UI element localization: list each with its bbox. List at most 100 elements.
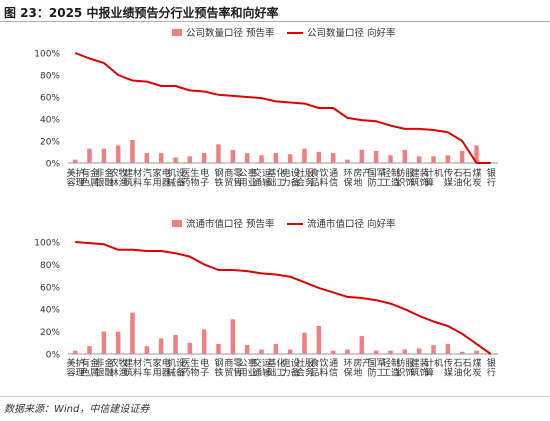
panel2-category-label: 钢铁 [214,357,223,379]
panel1-category-label: 轻工制造 [382,167,400,189]
panel1-bar [216,144,221,163]
panel2-bar [201,329,207,354]
panel1-bar [330,153,336,163]
panel1-category-label: 医药生物 [181,167,199,189]
panel2-ytick-label: 60% [40,283,60,293]
panel2-legend-line-label: 流通市值口径 向好率 [307,218,396,230]
panel1-category-label: 房地产 [353,167,371,189]
panel2-bar [474,350,479,354]
panel2-bar [302,332,307,354]
panel2-category-label: 农林牧渔 [110,357,128,379]
panel1-bar [187,156,193,163]
panel1-category-label: 美容护理 [67,167,85,189]
panel2-category-label: 轻工制造 [382,357,400,379]
panel2-bar [388,350,393,354]
panel2-category-label: 交通运输 [253,357,271,379]
panel2-bar [72,350,78,354]
panel1-bar [345,159,350,163]
panel1-bar [101,148,107,163]
panel1-category-label: 纺织服饰 [396,167,414,189]
panel2-series-line [75,241,492,355]
panel1-ytick-label: 40% [40,116,60,126]
panel2-category-label: 医药生物 [181,357,199,379]
panel1-bar [130,139,135,163]
panel2-category-label: 纺织服饰 [396,357,414,379]
panel1-category-label: 家用电器 [153,167,171,189]
panel1-bar [402,149,408,163]
panel1-bar [388,155,393,163]
panel1-legend-bar-swatch [172,29,182,36]
panel1-category-label: 传媒 [444,167,453,189]
panel2-bar [345,349,350,354]
panel2-ytick-label: 80% [40,261,60,271]
panel1-legend-line-label: 公司数量口径 向好率 [307,27,396,39]
panel1-ytick-label: 80% [40,72,60,82]
panel2-bar [316,326,322,354]
panel1-category-label: 石油石化 [454,169,472,189]
panel2-category-label: 公用事业 [239,357,257,379]
panel2-ytick-label: 40% [40,306,60,316]
panel1-bar [173,157,178,163]
panel1-category-label: 国防军工 [368,168,386,189]
panel1-category-label: 电力设备 [282,167,300,189]
panel2-bar [359,336,365,354]
panel1-category-label: 环保 [343,168,352,189]
panel2-ytick-label: 20% [40,328,60,338]
panel2-category-label: 计算机 [425,357,443,379]
panel1-bar [416,156,422,163]
panel2-bar [144,346,150,354]
panel2-category-label: 电力设备 [282,357,300,379]
panel1-category-label: 通信 [329,168,338,189]
panel2-bar [216,343,221,354]
panel2-category-label: 家用电器 [153,357,171,379]
panel1-ytick-label: 60% [40,94,60,104]
panel1-category-label: 煤炭 [472,167,481,189]
panel2-category-label: 美容护理 [67,357,85,379]
panel2-category-label: 基础化工 [267,357,285,379]
figure-title: 图 23：2025 中报业绩预告分行业预告率和向好率 [4,6,279,20]
panel2-bar [445,343,451,354]
panel1-bar [273,153,279,163]
panel2-bar [187,342,193,354]
panel2-bar [287,349,293,354]
panel2-category-label: 石油石化 [454,359,472,379]
panel2-bar [173,334,178,354]
panel2-category-label: 传媒 [444,357,453,379]
panel2-legend-bar-label: 流通市值口径 预告率 [186,218,275,230]
panel1-category-label: 机械设备 [167,167,185,189]
source-divider [0,396,550,397]
panel2-bar [373,350,379,354]
panel1-bar [287,154,293,163]
panel1-category-label: 农林牧渔 [110,167,128,189]
panel1-bar [445,155,451,163]
panel2-category-label: 国防军工 [368,358,386,379]
panel1-bar [158,153,164,163]
panel1-category-label: 社会服务 [296,167,314,189]
panel2-category-label: 环保 [343,358,352,379]
panel1-bar [87,148,92,163]
panel1-bar [474,145,479,163]
panel1-category-label: 有色金属 [81,167,99,189]
panel2-bar [115,331,121,354]
panel1-category-label: 非银金融 [95,167,113,189]
panel2-bar [244,345,250,354]
panel1-ytick-label: 0% [46,160,61,170]
panel2-category-label: 有色金属 [81,357,99,379]
panel1-category-label: 计算机 [425,167,443,189]
panel1-bar [302,148,307,163]
panel1-category-label: 商贸零售 [224,167,242,189]
panel1-bar [259,155,264,163]
panel2-bar [330,350,336,354]
panel2-ytick-label: 100% [34,239,60,249]
panel2-category-label: 通信 [329,358,338,379]
panel2-bar [230,319,236,354]
panel1-ytick-label: 20% [40,138,60,148]
panel1-category-label: 建筑装饰 [411,167,429,189]
panel2-ytick-label: 0% [46,351,61,361]
panel2-category-label: 建筑装饰 [411,357,429,379]
panel2-category-label: 房地产 [353,357,371,379]
panel1-series-line [74,52,491,164]
panel1-bar [459,150,465,163]
panel2-legend-bar-swatch [172,220,182,227]
panel2-bar [130,312,135,354]
